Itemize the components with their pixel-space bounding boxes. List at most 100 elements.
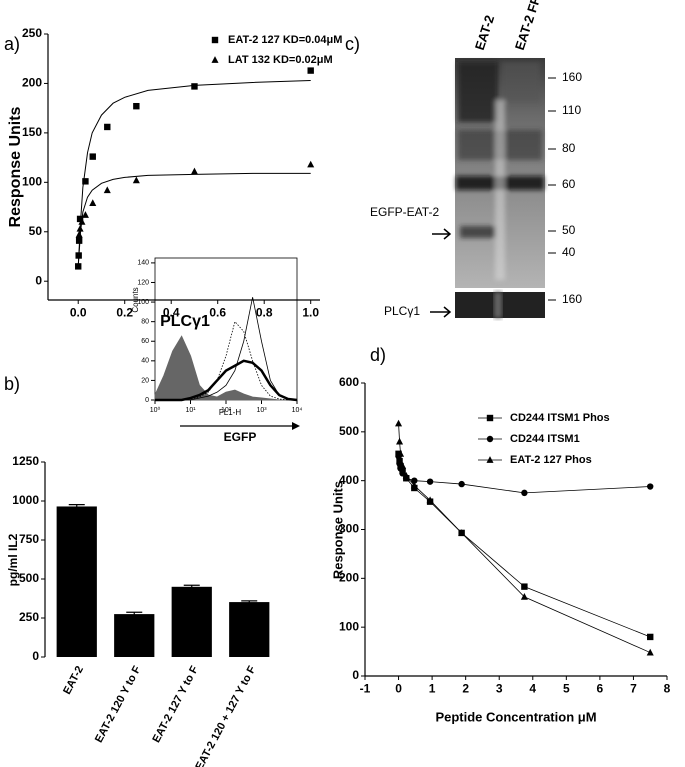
legend-label: CD244 ITSM1 bbox=[510, 433, 580, 445]
size-marker: 110 bbox=[562, 103, 581, 117]
y-tick-label: 300 bbox=[339, 522, 359, 536]
marker bbox=[402, 471, 410, 479]
y-tick-label: 600 bbox=[339, 375, 359, 389]
marker bbox=[647, 633, 654, 641]
size-marker: 160 bbox=[562, 292, 582, 306]
legend-marker bbox=[486, 456, 494, 463]
x-tick-label: 7 bbox=[630, 681, 637, 695]
y-tick-label: 500 bbox=[339, 424, 359, 438]
legend-marker bbox=[211, 56, 219, 63]
y-tick-label: 750 bbox=[19, 532, 39, 546]
y-tick-label: 20 bbox=[141, 377, 149, 384]
y-tick-label: 60 bbox=[141, 338, 149, 345]
y-tick-label: 140 bbox=[137, 260, 149, 267]
x-axis-label: Peptide Concentration μM bbox=[435, 709, 596, 724]
y-axis-label: Counts bbox=[131, 287, 140, 312]
legend-label: LAT 132 KD=0.02μM bbox=[228, 54, 333, 66]
fit-curve bbox=[77, 79, 311, 267]
marker bbox=[103, 186, 111, 194]
error-bar bbox=[183, 584, 200, 589]
y-tick-label: 0 bbox=[352, 668, 359, 682]
x-tick-label: 10¹ bbox=[185, 407, 196, 414]
y-axis-label: Response Units bbox=[7, 106, 24, 227]
y-tick-label: 250 bbox=[19, 610, 39, 624]
y-tick-label: 400 bbox=[339, 473, 359, 487]
fit-curve bbox=[77, 172, 311, 267]
marker bbox=[191, 83, 198, 90]
x-tick-label: 0.4 bbox=[163, 305, 180, 319]
arrow bbox=[432, 228, 452, 240]
size-marker: 60 bbox=[562, 177, 576, 191]
x-tick-label: 0.0 bbox=[70, 305, 87, 319]
x-tick-label: 0.6 bbox=[209, 305, 226, 319]
legend-label: EAT-2 127 Phos bbox=[510, 454, 592, 466]
marker bbox=[89, 199, 97, 206]
marker bbox=[76, 224, 84, 232]
y-tick-label: 40 bbox=[141, 358, 149, 365]
y-tick-label: 200 bbox=[22, 76, 42, 90]
x-tick-label: 10² bbox=[221, 407, 232, 414]
bar bbox=[114, 614, 155, 657]
marker bbox=[646, 648, 654, 656]
x-axis-label: FL1-H bbox=[219, 408, 241, 417]
marker bbox=[78, 218, 86, 225]
marker bbox=[521, 583, 528, 590]
marker bbox=[458, 529, 466, 536]
y-tick-label: 250 bbox=[22, 26, 42, 40]
x-tick-label: 10⁰ bbox=[150, 406, 161, 414]
x-tick-label: 1 bbox=[429, 681, 436, 695]
marker bbox=[307, 67, 314, 74]
legend-marker bbox=[486, 435, 494, 443]
y-tick-label: 50 bbox=[29, 224, 43, 238]
x-tick-label: 5 bbox=[563, 681, 570, 695]
panel-label: c) bbox=[345, 34, 360, 54]
marker bbox=[647, 483, 654, 490]
bar bbox=[171, 586, 212, 657]
panel-label: d) bbox=[370, 345, 386, 365]
x-tick-label: 3 bbox=[496, 681, 503, 695]
y-tick-label: 500 bbox=[19, 571, 39, 585]
x-tick-label: 10⁴ bbox=[292, 407, 303, 414]
error-bar bbox=[68, 503, 85, 509]
y-tick-label: 100 bbox=[137, 299, 149, 306]
blot-lower-gap bbox=[494, 292, 502, 318]
x-tick-label: 8 bbox=[664, 681, 671, 695]
y-axis-label: Response Units bbox=[330, 481, 345, 579]
series-line bbox=[155, 297, 298, 401]
bar bbox=[56, 506, 97, 657]
y-tick-label: 1250 bbox=[12, 454, 39, 468]
y-tick-label: 0 bbox=[35, 273, 42, 287]
series-line bbox=[398, 423, 651, 653]
western-blot: EAT-2 EAT-2 FF EGFP-EAT-2 PLCγ1 160 bbox=[370, 0, 582, 318]
legend-marker bbox=[211, 36, 219, 44]
x-tick-label: 2 bbox=[462, 681, 469, 695]
marker bbox=[82, 178, 89, 185]
marker bbox=[76, 215, 84, 223]
legend-marker bbox=[486, 414, 494, 422]
marker bbox=[399, 470, 406, 477]
y-tick-label: 0 bbox=[32, 649, 39, 663]
y-tick-label: 100 bbox=[339, 619, 359, 633]
marker bbox=[395, 419, 403, 427]
y-tick-label: 1000 bbox=[12, 493, 39, 507]
marker bbox=[81, 211, 89, 218]
x-tick-label: 0.8 bbox=[256, 305, 273, 319]
band-label: PLCγ1 bbox=[384, 304, 420, 318]
annotation: EGFP bbox=[224, 430, 257, 444]
size-marker: 80 bbox=[562, 141, 576, 155]
marker bbox=[133, 102, 140, 110]
marker bbox=[396, 437, 404, 445]
x-tick-label: 6 bbox=[597, 681, 604, 695]
size-marker: 40 bbox=[562, 245, 576, 259]
x-tick-label: -1 bbox=[360, 681, 371, 695]
panel-label: b) bbox=[4, 374, 20, 394]
arrow bbox=[430, 306, 452, 318]
legend-label: EAT-2 127 KD=0.04μM bbox=[228, 34, 342, 46]
x-tick-label: 1.0 bbox=[302, 305, 319, 319]
marker bbox=[307, 160, 315, 168]
band-label: EGFP-EAT-2 bbox=[370, 205, 439, 219]
marker bbox=[426, 478, 434, 485]
marker bbox=[411, 477, 418, 484]
error-bar bbox=[126, 611, 143, 617]
